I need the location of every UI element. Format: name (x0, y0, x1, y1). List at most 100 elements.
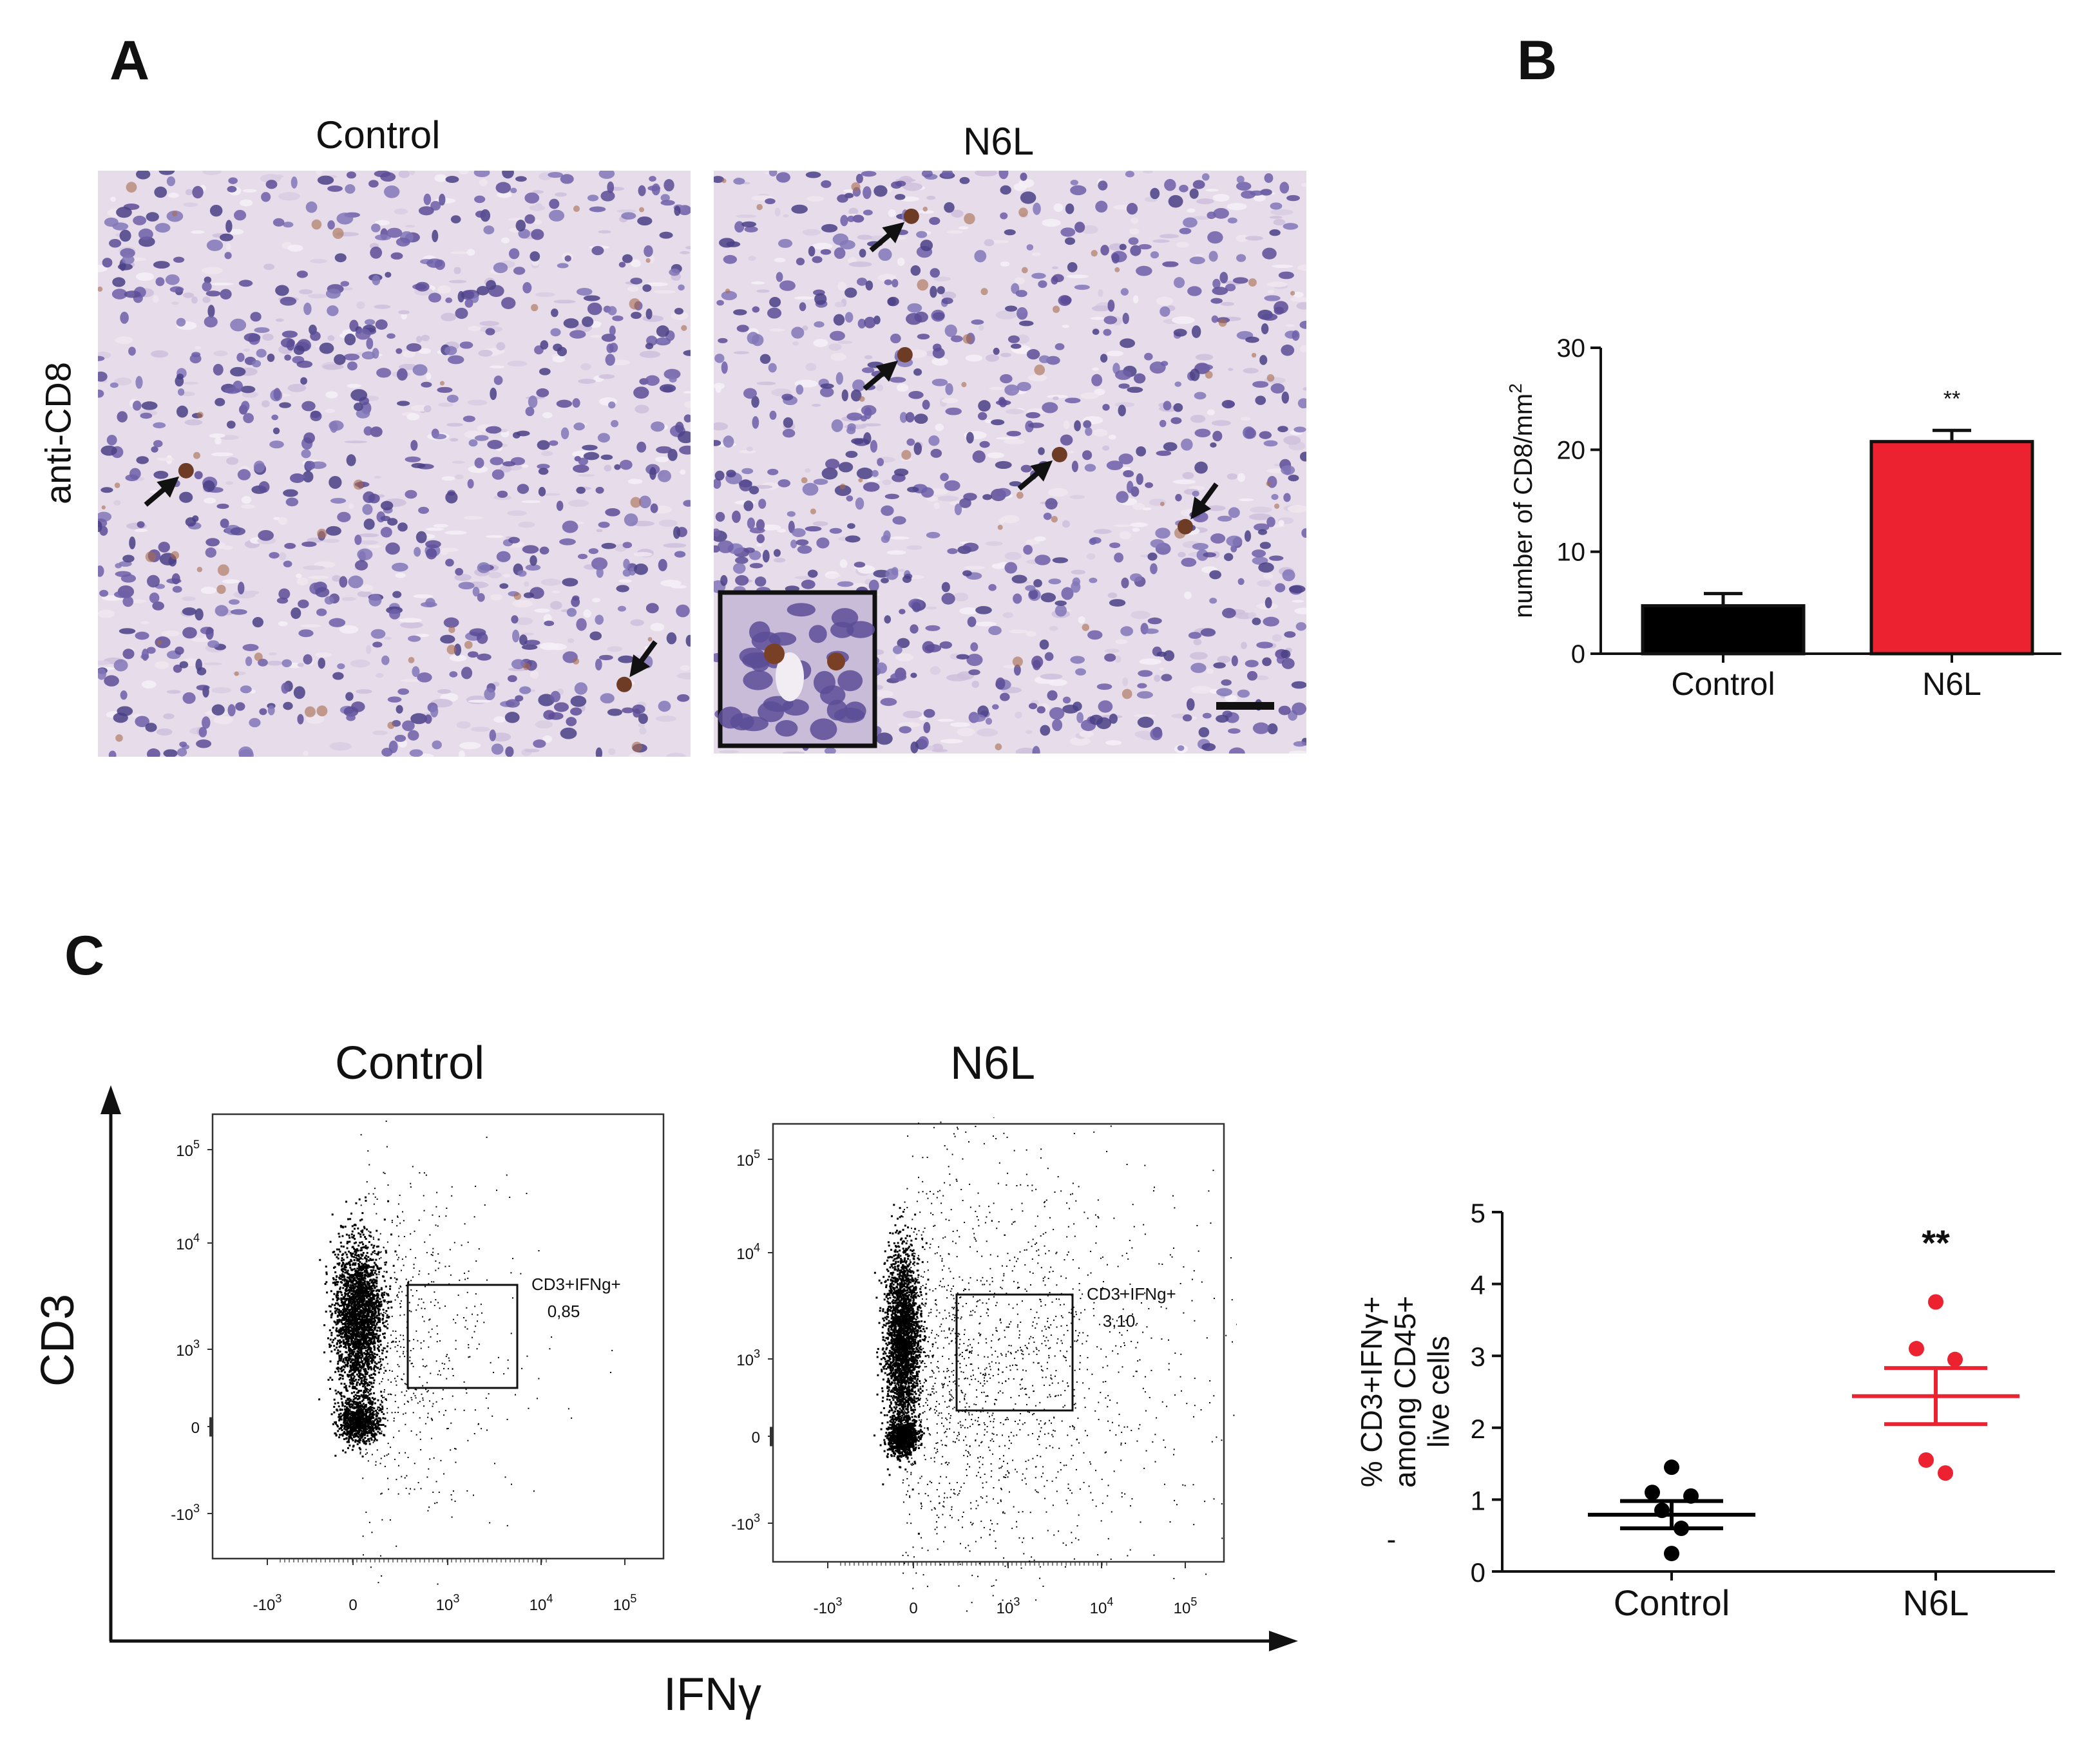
arrow-marker (144, 476, 180, 507)
cell-nucleus (1020, 173, 1027, 181)
stroma-fiber (1273, 219, 1286, 225)
cell-nucleus (1120, 626, 1134, 636)
stroma-fiber (1107, 592, 1118, 598)
cell-nucleus (767, 468, 779, 475)
cell-nucleus (749, 563, 763, 569)
stroma-fiber (532, 190, 544, 194)
cd8-stain (962, 334, 973, 344)
cell-nucleus (1259, 431, 1272, 439)
cell-nucleus (995, 460, 1012, 470)
cell-nucleus (751, 395, 759, 408)
cell-nucleus (600, 693, 615, 704)
cell-nucleus (1194, 461, 1208, 474)
stroma-fiber (1120, 466, 1131, 471)
cell-nucleus (1232, 277, 1248, 284)
stroma-fiber (768, 328, 785, 332)
cell-nucleus (316, 608, 327, 616)
cell-nucleus (296, 360, 313, 368)
cell-nucleus (1281, 658, 1295, 669)
cell-nucleus (1055, 604, 1067, 617)
cell-nucleus (791, 204, 808, 214)
cell-nucleus (598, 171, 615, 179)
cell-nucleus (1136, 473, 1143, 485)
cell-nucleus (749, 486, 759, 495)
cell-nucleus (1213, 662, 1226, 669)
cd8-stain (801, 477, 808, 484)
cell-nucleus (192, 515, 199, 522)
cell-nucleus (1192, 490, 1199, 497)
cell-nucleus (463, 415, 475, 422)
cell-nucleus (152, 601, 164, 611)
cell-nucleus (1262, 657, 1272, 667)
cell-nucleus (196, 739, 212, 748)
cell-nucleus (153, 440, 163, 448)
stroma-fiber (348, 503, 354, 509)
stroma-fiber (1292, 291, 1304, 298)
stroma-fiber (1131, 611, 1150, 620)
cell-nucleus (718, 337, 728, 343)
stroma-fiber (1299, 345, 1306, 353)
stroma-fiber (468, 466, 488, 473)
cell-nucleus (1087, 630, 1103, 640)
cell-nucleus (412, 666, 420, 678)
cell-nucleus (1004, 562, 1018, 574)
stroma-fiber (521, 632, 534, 636)
stroma-fiber (635, 404, 649, 414)
cell-nucleus (472, 587, 480, 597)
cell-nucleus (363, 518, 375, 530)
stroma-fiber (1172, 316, 1195, 325)
stroma-fiber (365, 645, 372, 654)
cell-nucleus (660, 194, 670, 202)
cell-nucleus (100, 445, 117, 456)
cell-nucleus (622, 707, 634, 714)
cell-nucleus (516, 430, 530, 437)
cell-nucleus (851, 438, 864, 444)
cell-nucleus (595, 747, 603, 757)
cell-nucleus (550, 690, 561, 703)
stroma-fiber (350, 659, 370, 668)
stroma-fiber (1002, 612, 1013, 618)
cd8-stain (647, 637, 653, 642)
cd8-stain (917, 279, 929, 291)
cell-nucleus (968, 669, 980, 676)
stroma-fiber (455, 474, 464, 480)
cell-nucleus (1074, 222, 1085, 233)
stroma-fiber (1009, 629, 1028, 634)
stroma-fiber (639, 727, 647, 735)
cell-nucleus (1129, 573, 1142, 582)
cell-nucleus (1098, 700, 1113, 713)
cell-nucleus (238, 280, 253, 287)
stroma-fiber (437, 285, 452, 294)
cell-nucleus (1083, 420, 1092, 428)
cell-nucleus (1100, 245, 1109, 256)
cell-nucleus (735, 574, 749, 586)
stroma-fiber (1248, 612, 1257, 619)
stroma-fiber (1192, 216, 1211, 220)
cell-nucleus (396, 237, 410, 247)
cell-nucleus (444, 346, 457, 356)
cell-nucleus (910, 265, 921, 276)
cell-nucleus (166, 176, 176, 187)
cell-nucleus (445, 491, 458, 504)
cell-nucleus (1261, 313, 1278, 321)
cell-nucleus (380, 515, 391, 522)
cell-nucleus (259, 708, 267, 716)
cell-nucleus (243, 413, 254, 424)
cell-nucleus (1216, 714, 1229, 723)
stroma-fiber (151, 350, 169, 358)
cell-nucleus (1252, 381, 1269, 388)
stroma-fiber (191, 638, 211, 642)
cell-nucleus (339, 576, 348, 588)
stroma-fiber (1182, 471, 1194, 479)
stroma-fiber (308, 294, 328, 299)
cell-nucleus (265, 180, 278, 189)
cell-nucleus (892, 279, 899, 288)
stroma-fiber (1142, 507, 1152, 511)
cell-nucleus (1230, 545, 1237, 553)
cell-nucleus (982, 494, 992, 500)
cell-nucleus (525, 564, 541, 571)
cell-nucleus (220, 518, 229, 528)
cell-nucleus (1192, 543, 1208, 550)
cell-nucleus (832, 233, 849, 245)
cell-nucleus (421, 381, 432, 388)
